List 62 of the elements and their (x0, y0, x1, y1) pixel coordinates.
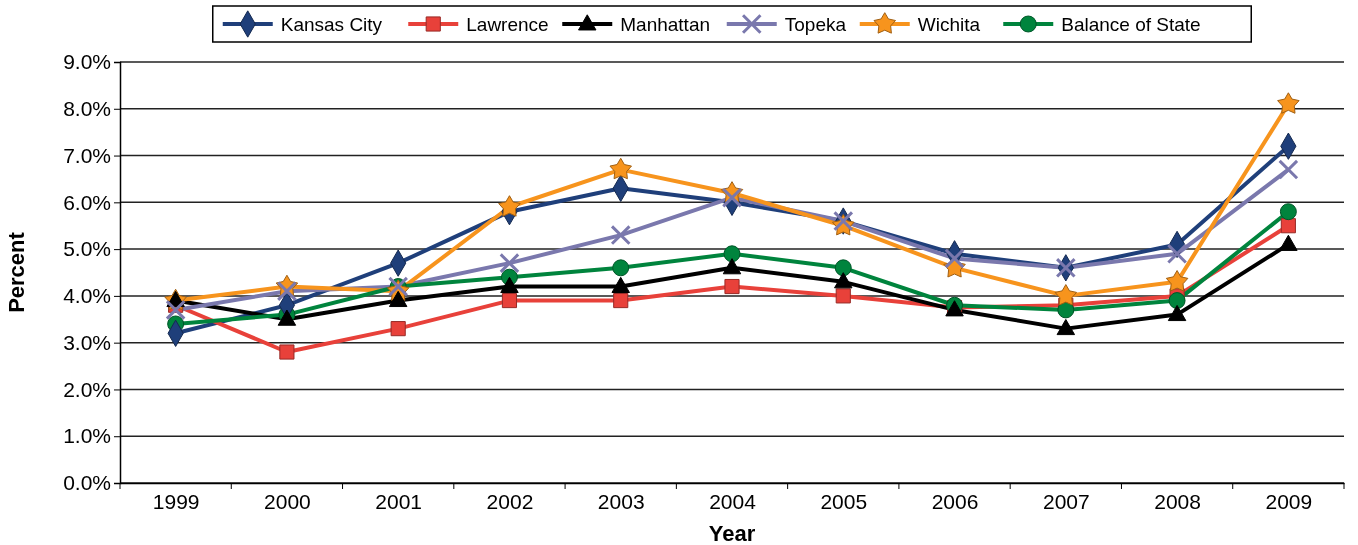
point (612, 259, 630, 277)
point (1168, 292, 1186, 310)
x-tick-label: 2005 (820, 490, 868, 514)
point (834, 259, 852, 277)
point (165, 299, 186, 321)
y-tick-label: 8.0% (63, 97, 111, 120)
y-tick-label: 3.0% (63, 330, 111, 354)
point (500, 276, 519, 294)
point (723, 245, 741, 263)
point (835, 288, 851, 304)
legend-label: Wichita (917, 13, 981, 35)
point (390, 321, 406, 337)
y-tick-label: 1.0% (63, 424, 111, 448)
point (276, 281, 298, 302)
point (722, 258, 742, 275)
point (1166, 243, 1188, 264)
x-tick-label: 2002 (486, 490, 534, 514)
y-tick-label: 9.0% (63, 50, 111, 74)
point (388, 290, 408, 308)
point (944, 248, 965, 269)
point (1278, 159, 1299, 180)
point (498, 195, 521, 217)
x-tick-label: 2000 (264, 490, 311, 514)
legend-label: Manhattan (620, 13, 711, 35)
point (499, 252, 520, 274)
point (501, 293, 518, 309)
point (1167, 304, 1187, 322)
x-axis-title: Year (708, 521, 756, 545)
x-tick-label: 2003 (597, 490, 645, 514)
point (610, 224, 631, 246)
point (834, 272, 853, 289)
point (1277, 92, 1300, 114)
point (1054, 284, 1078, 306)
y-tick-label: 5.0% (63, 237, 111, 261)
y-tick-label: 6.0% (63, 190, 111, 214)
point (724, 278, 740, 295)
y-tick-label: 7.0% (63, 143, 111, 167)
point (1280, 218, 1296, 234)
legend-label: Kansas City (280, 13, 383, 35)
x-tick-label: 2001 (375, 490, 423, 514)
point (1279, 203, 1297, 221)
y-tick-label: 0.0% (63, 471, 111, 495)
x-tick-label: 2008 (1154, 490, 1201, 514)
point (1165, 270, 1189, 292)
y-tick-label: 2.0% (63, 377, 111, 401)
point (1279, 234, 1298, 251)
x-tick-label: 2009 (1265, 490, 1313, 514)
legend-label: Topeka (784, 13, 847, 35)
y-tick-label: 4.0% (63, 284, 111, 308)
x-tick-label: 2004 (709, 490, 757, 514)
point (609, 157, 632, 180)
point (721, 187, 743, 208)
legend-label: Balance of State (1061, 13, 1201, 35)
point (1056, 318, 1076, 336)
point (279, 344, 295, 360)
point (613, 293, 629, 309)
x-tick-label: 1999 (152, 490, 200, 514)
x-tick-label: 2007 (1042, 490, 1090, 514)
x-tick-label: 2006 (931, 490, 979, 514)
point (611, 276, 630, 294)
y-axis-title: Percent (4, 231, 29, 313)
legend-label: Lawrence (466, 13, 549, 35)
